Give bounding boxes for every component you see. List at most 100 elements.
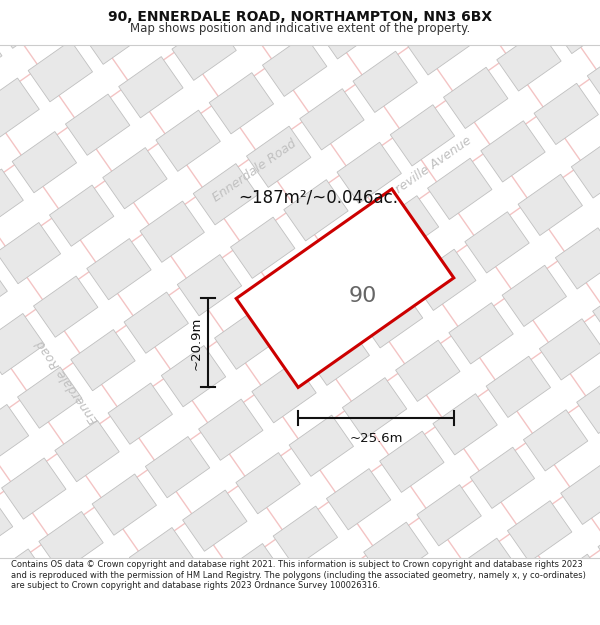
Polygon shape (449, 302, 513, 364)
Polygon shape (0, 260, 7, 321)
Polygon shape (199, 399, 263, 461)
Polygon shape (401, 576, 466, 625)
Polygon shape (497, 30, 561, 91)
Polygon shape (326, 469, 391, 530)
Polygon shape (443, 68, 508, 129)
Polygon shape (108, 383, 172, 444)
Polygon shape (161, 346, 226, 407)
Polygon shape (12, 131, 77, 192)
Polygon shape (134, 0, 199, 27)
Polygon shape (145, 436, 210, 498)
Polygon shape (556, 228, 600, 289)
Polygon shape (460, 0, 524, 38)
Text: Ennerdale Road: Ennerdale Road (34, 338, 102, 426)
Polygon shape (395, 340, 460, 401)
Polygon shape (252, 362, 316, 423)
Polygon shape (225, 0, 290, 43)
Polygon shape (209, 72, 274, 134)
Polygon shape (508, 501, 572, 562)
Polygon shape (465, 212, 529, 273)
Polygon shape (486, 356, 551, 418)
Polygon shape (0, 0, 55, 48)
Polygon shape (284, 179, 348, 241)
Polygon shape (76, 565, 140, 625)
Polygon shape (247, 126, 311, 188)
Polygon shape (491, 592, 556, 625)
Polygon shape (0, 496, 13, 557)
Polygon shape (358, 287, 423, 348)
Polygon shape (0, 222, 61, 284)
Polygon shape (220, 544, 284, 605)
Polygon shape (87, 239, 151, 300)
Polygon shape (454, 538, 518, 599)
Polygon shape (353, 51, 418, 112)
Polygon shape (364, 522, 428, 583)
Polygon shape (598, 517, 600, 578)
Polygon shape (481, 121, 545, 182)
Polygon shape (518, 174, 583, 236)
Polygon shape (305, 324, 370, 386)
Polygon shape (2, 458, 66, 519)
Polygon shape (390, 105, 455, 166)
Polygon shape (587, 46, 600, 107)
Polygon shape (262, 35, 327, 96)
Polygon shape (593, 281, 600, 342)
Polygon shape (380, 431, 444, 492)
Polygon shape (577, 372, 600, 434)
Polygon shape (412, 249, 476, 311)
Text: 90, ENNERDALE ROAD, NORTHAMPTON, NN3 6BX: 90, ENNERDALE ROAD, NORTHAMPTON, NN3 6BX (108, 10, 492, 24)
Text: ~187m²/~0.046ac.: ~187m²/~0.046ac. (238, 189, 398, 207)
Polygon shape (177, 254, 242, 316)
Polygon shape (268, 271, 332, 332)
Polygon shape (321, 233, 385, 294)
Polygon shape (71, 329, 135, 391)
Polygon shape (278, 0, 343, 6)
Text: ~20.9m: ~20.9m (190, 316, 203, 369)
Polygon shape (0, 169, 23, 230)
Polygon shape (310, 559, 375, 621)
Polygon shape (0, 404, 29, 466)
Polygon shape (215, 308, 279, 369)
Polygon shape (44, 0, 109, 11)
Polygon shape (343, 378, 407, 439)
Polygon shape (119, 57, 183, 118)
Polygon shape (124, 292, 188, 353)
Polygon shape (0, 314, 44, 375)
Polygon shape (534, 83, 598, 144)
Polygon shape (433, 394, 497, 455)
Text: Contains OS data © Crown copyright and database right 2021. This information is : Contains OS data © Crown copyright and d… (11, 560, 586, 590)
Polygon shape (49, 185, 114, 246)
Polygon shape (417, 484, 481, 546)
Polygon shape (130, 528, 194, 589)
Polygon shape (428, 158, 492, 219)
Polygon shape (273, 506, 338, 568)
Polygon shape (140, 201, 205, 262)
Polygon shape (289, 415, 353, 476)
Polygon shape (236, 452, 300, 514)
Polygon shape (337, 142, 401, 204)
Polygon shape (257, 597, 322, 625)
Polygon shape (172, 19, 236, 81)
Polygon shape (300, 89, 364, 150)
Polygon shape (230, 217, 295, 278)
Polygon shape (571, 137, 600, 198)
Polygon shape (23, 602, 87, 625)
Polygon shape (523, 410, 588, 471)
Text: Map shows position and indicative extent of the property.: Map shows position and indicative extent… (130, 22, 470, 35)
Text: Ennerdale Road: Ennerdale Road (211, 137, 299, 204)
Polygon shape (369, 0, 433, 21)
Polygon shape (65, 94, 130, 156)
Polygon shape (182, 490, 247, 551)
Polygon shape (539, 319, 600, 380)
Polygon shape (236, 189, 454, 388)
Polygon shape (545, 554, 600, 616)
Polygon shape (39, 511, 103, 572)
Polygon shape (55, 421, 119, 482)
Polygon shape (167, 581, 231, 625)
Text: ~25.6m: ~25.6m (349, 432, 403, 444)
Polygon shape (550, 0, 600, 54)
Polygon shape (374, 196, 439, 257)
Polygon shape (193, 164, 257, 225)
Polygon shape (470, 447, 535, 508)
Polygon shape (0, 549, 50, 610)
